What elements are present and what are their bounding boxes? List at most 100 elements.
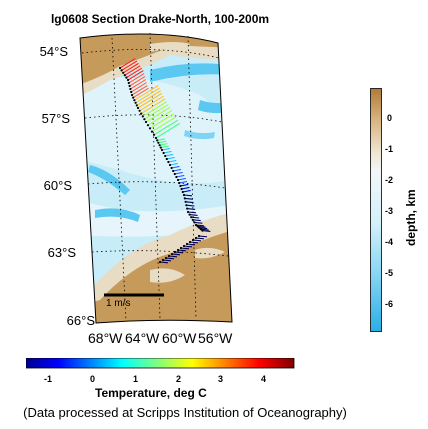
track-point — [118, 66, 122, 70]
track-point — [148, 127, 152, 130]
scale-label: 1 m/s — [106, 298, 131, 309]
velocity-stick — [183, 245, 193, 248]
depth-tick-1: -1 — [385, 144, 394, 154]
lat-label-66: 66°S — [66, 313, 95, 328]
track-point — [165, 157, 168, 161]
track-point — [194, 223, 198, 227]
velocity-stick — [161, 147, 170, 151]
track-point — [123, 74, 126, 77]
velocity-stick — [122, 62, 139, 74]
track-point — [167, 160, 170, 164]
lon-label-56: 56°W — [198, 330, 233, 346]
track-point — [178, 181, 181, 185]
temp-tick-4: 4 — [261, 374, 267, 384]
velocity-stick — [159, 261, 169, 264]
track-point — [136, 106, 140, 110]
velocity-stick — [184, 197, 193, 200]
track-point — [188, 240, 192, 244]
track-point — [132, 96, 135, 99]
track-point — [186, 207, 189, 210]
track-point — [182, 193, 186, 197]
track-point — [173, 172, 176, 176]
velocity-stick — [197, 225, 206, 228]
temp-tick-m1: -1 — [44, 374, 53, 384]
lon-label-68: 68°W — [88, 330, 123, 346]
track-point — [191, 218, 194, 221]
track-point — [185, 242, 189, 246]
track-point — [143, 118, 146, 121]
track-point — [120, 69, 123, 72]
velocity-stick — [121, 60, 138, 71]
track-point — [144, 120, 148, 124]
graticule — [81, 32, 229, 322]
velocity-stick — [195, 224, 205, 227]
temp-tick-3: 3 — [218, 374, 224, 384]
track-point — [176, 178, 180, 182]
velocity-stick — [191, 216, 200, 219]
track-point — [130, 93, 134, 97]
velocity-stick — [182, 189, 191, 193]
temp-tick-1: 1 — [133, 374, 139, 384]
lat-label-63: 63°S — [47, 245, 76, 260]
velocity-stick — [185, 201, 194, 204]
credit-line: (Data processed at Scripps Institution o… — [23, 405, 347, 420]
track-point — [168, 163, 172, 167]
track-point — [158, 260, 162, 264]
track-point — [194, 236, 198, 240]
velocity-stick — [166, 156, 175, 160]
velocity-stick — [179, 180, 188, 184]
track-point — [199, 228, 202, 231]
velocity-stick — [159, 143, 168, 146]
velocity-stick — [160, 145, 169, 149]
track-point — [141, 115, 144, 118]
track-point — [158, 144, 161, 147]
track-point — [186, 210, 190, 214]
velocity-stick — [127, 70, 144, 81]
velocity-stick — [192, 219, 201, 222]
velocity-stick — [171, 253, 181, 256]
velocity-stick — [155, 122, 181, 139]
velocity-stick — [131, 85, 148, 96]
track-point — [154, 136, 158, 140]
track-point — [161, 258, 165, 262]
velocity-vectors — [118, 58, 211, 264]
velocity-stick — [163, 150, 172, 154]
velocity-stick — [144, 104, 169, 120]
track-point — [181, 190, 184, 194]
velocity-stick — [180, 247, 190, 250]
track-point — [201, 229, 204, 232]
velocity-stick — [168, 159, 177, 163]
track-point — [198, 226, 201, 229]
track-point — [126, 78, 130, 82]
velocity-stick — [183, 194, 193, 197]
velocity-stick — [194, 221, 203, 224]
temp-tick-2: 2 — [176, 374, 182, 384]
track-point — [175, 175, 178, 179]
track-point — [197, 234, 201, 238]
track-point — [185, 204, 188, 207]
track-point — [184, 200, 187, 203]
velocity-stick — [202, 230, 211, 232]
track-point — [188, 213, 191, 216]
velocity-stick — [162, 259, 172, 262]
track-point — [176, 248, 180, 252]
track-point — [159, 146, 162, 149]
velocity-stick — [165, 257, 175, 260]
track-point — [146, 124, 150, 127]
track-point — [170, 166, 173, 170]
track-point — [167, 254, 171, 258]
temperature-colorbar-label: Temperature, deg C — [95, 386, 207, 400]
track-point — [152, 133, 156, 136]
lon-label-60: 60°W — [162, 330, 197, 346]
track-point — [134, 101, 137, 104]
velocity-stick — [134, 85, 159, 101]
velocity-stick — [199, 227, 208, 230]
velocity-stick — [189, 214, 198, 216]
depth-tick-2: -2 — [385, 175, 394, 185]
track-point — [196, 225, 199, 228]
velocity-stick — [135, 87, 160, 104]
velocity-stick — [126, 67, 143, 79]
track-point — [162, 151, 165, 155]
lat-label-57: 57°S — [41, 111, 70, 126]
velocity-stick — [130, 79, 147, 90]
